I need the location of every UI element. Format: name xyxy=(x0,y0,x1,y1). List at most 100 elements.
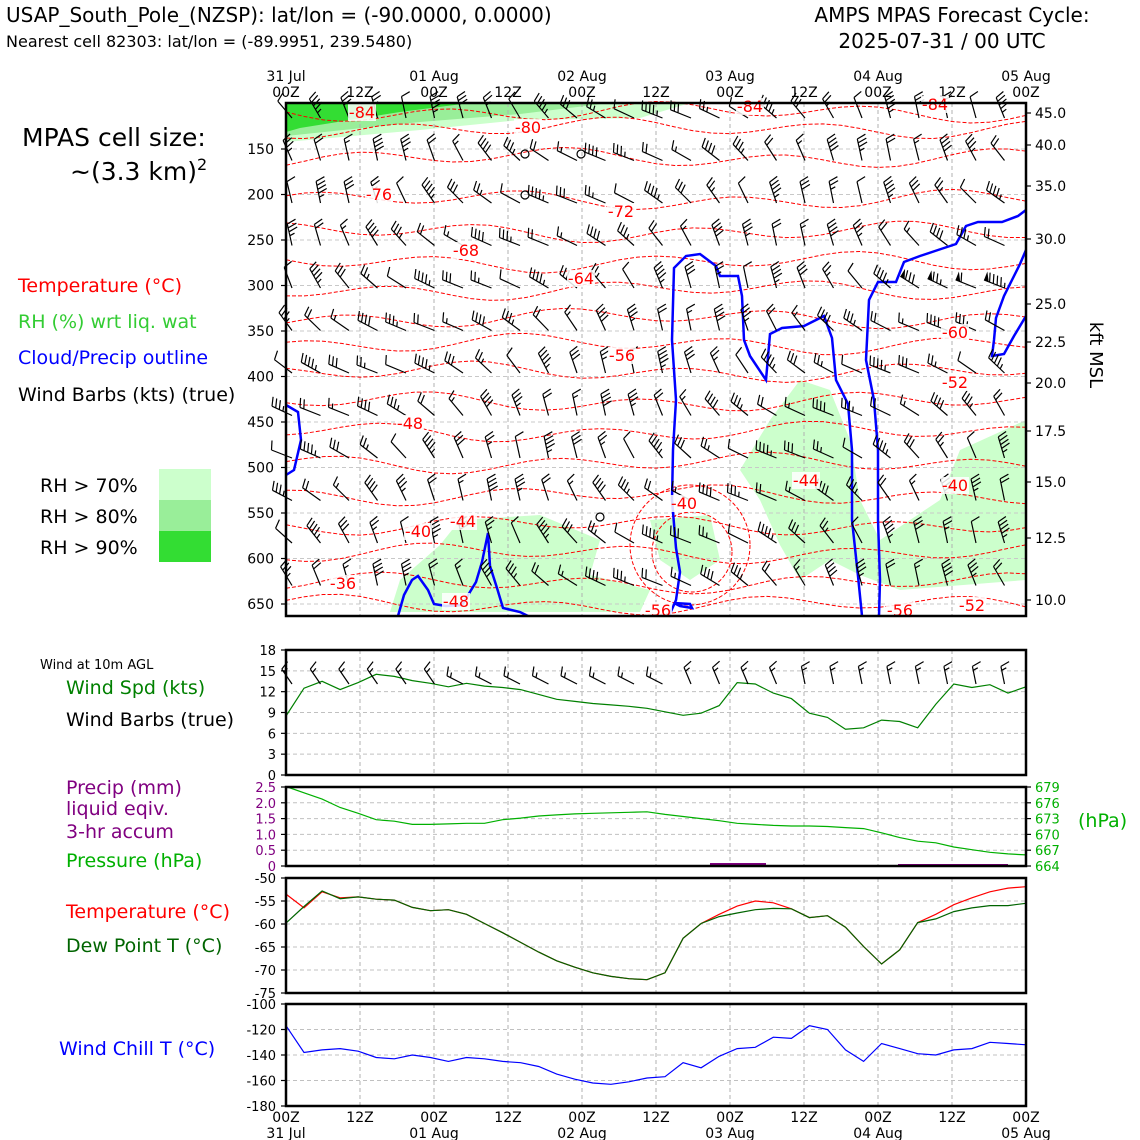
wind-barb xyxy=(698,525,720,544)
wind-barb xyxy=(498,227,521,247)
y-tick-label: 6 xyxy=(268,727,276,742)
wind-barb xyxy=(737,176,749,204)
wind-barb xyxy=(343,176,355,204)
wind-barb xyxy=(511,388,523,416)
panel-frame xyxy=(284,785,1028,868)
wind-barb xyxy=(328,354,350,374)
wind-barb xyxy=(1000,661,1010,685)
wind-barb xyxy=(446,666,464,685)
pressure-tick-label: 250 xyxy=(247,233,274,249)
height-tick-label: 15.0 xyxy=(1035,475,1066,491)
wind-barb xyxy=(826,218,839,246)
wind-barb xyxy=(423,661,435,685)
wind-barb xyxy=(429,516,441,544)
bottom-tick-label: 00Z xyxy=(864,1110,891,1126)
precip-legend-sub2: 3-hr accum xyxy=(66,821,174,843)
legend: Temperature (°C) RH (%) wrt liq. wat Cloud… xyxy=(17,275,235,406)
wind-barb xyxy=(726,483,749,502)
temperature-label-bg xyxy=(958,597,986,614)
wind-barb xyxy=(400,558,412,586)
wind-barb xyxy=(365,219,379,246)
top-tick-label: 00Z xyxy=(272,85,299,101)
temperature-label: -40 xyxy=(942,476,968,495)
temperature-label: -52 xyxy=(942,373,968,392)
bottom-tick-label: 00Z xyxy=(1012,1110,1039,1126)
wind-barb xyxy=(768,660,778,685)
wind-barb xyxy=(484,516,495,544)
wind-barb xyxy=(510,516,521,544)
wind-barb-flag xyxy=(927,270,933,281)
wind-barb xyxy=(299,397,321,417)
wind-barb xyxy=(641,142,663,162)
top-date-label: 03 Aug xyxy=(705,69,755,85)
pressure-tick-label: 500 xyxy=(247,461,274,477)
precip-pressure-panel: Precip (mm) liquid eqiv. 3-hr accum Pres… xyxy=(66,777,1127,875)
wind-barb xyxy=(372,558,384,586)
cloud-outline-path xyxy=(673,601,695,610)
wind-barb xyxy=(417,392,435,416)
rh-area-70 xyxy=(390,515,650,612)
wind-barb xyxy=(899,394,920,417)
wind-barb xyxy=(444,351,464,374)
wind-barb xyxy=(644,181,663,204)
y-tick-label: -180 xyxy=(246,1100,276,1115)
wind-barb xyxy=(564,304,578,331)
wind-barb xyxy=(453,431,465,459)
wind-barb xyxy=(828,176,839,204)
bottom-date-label: 01 Aug xyxy=(409,1126,459,1140)
temperature-label: -80 xyxy=(515,118,541,137)
wind-barb xyxy=(686,303,696,331)
wind-barb xyxy=(939,133,952,161)
rh-swatch-2 xyxy=(159,531,211,562)
wind-barb xyxy=(999,473,1010,501)
wind-barb xyxy=(428,558,439,586)
wind-barb xyxy=(597,430,608,459)
wind-barb xyxy=(477,134,492,161)
cloud-outline-path xyxy=(990,249,1028,358)
y-tick-label: -100 xyxy=(246,998,276,1013)
wind-barb xyxy=(617,476,635,501)
wind-barb xyxy=(369,515,380,544)
wind-barb xyxy=(791,304,806,331)
wind-barb xyxy=(395,473,408,501)
wind-barb xyxy=(727,523,749,544)
wind-barb xyxy=(400,133,411,161)
wind-barb xyxy=(501,308,521,331)
wind-barb xyxy=(543,431,555,459)
wind-barb xyxy=(641,567,663,587)
temperature-label: -48 xyxy=(443,592,469,611)
wind-barb xyxy=(788,519,806,544)
bottom-date-label: 02 Aug xyxy=(557,1126,607,1140)
wind-barb xyxy=(309,661,321,685)
wind-barb xyxy=(873,264,891,289)
temperature-label: -56 xyxy=(609,346,635,365)
wind-barb xyxy=(966,431,977,459)
temperature-label: -48 xyxy=(397,414,423,433)
bottom-tick-label: 12Z xyxy=(494,1110,521,1126)
pressure-axis: 150 200 250 300 350 400 450 500 550 600 650 xyxy=(247,142,286,613)
wind-barb xyxy=(700,564,720,587)
wind-barb xyxy=(304,306,321,331)
bottom-tick-label: 12Z xyxy=(346,1110,373,1126)
wind-barb xyxy=(617,666,635,685)
wind-barb xyxy=(882,515,895,544)
time-height-panel: -84-80-84 -84-76-72-68-64-56-52-60-48-44-… xyxy=(247,90,1106,620)
wind-barb xyxy=(313,133,324,161)
temperature-label: -64 xyxy=(568,269,594,288)
wind-barb xyxy=(990,134,1005,161)
wind-barb xyxy=(878,219,892,246)
wind-barb xyxy=(357,396,378,417)
temperature-labels: -84-80-84 -84-76-72-68-64-56-52-60-48-44-… xyxy=(329,95,986,620)
wind-barb xyxy=(988,348,1005,374)
rh-label-1: RH > 80% xyxy=(40,506,138,528)
wind-barb xyxy=(908,473,920,501)
wind-barb xyxy=(727,438,749,459)
wind-barb xyxy=(473,180,492,204)
wind-barb xyxy=(360,264,378,289)
wind-barb xyxy=(970,516,980,544)
wind-barb xyxy=(503,666,521,685)
y-tick-label: 12 xyxy=(259,686,276,701)
wind-barb xyxy=(364,474,378,501)
wind-barb xyxy=(366,661,378,685)
